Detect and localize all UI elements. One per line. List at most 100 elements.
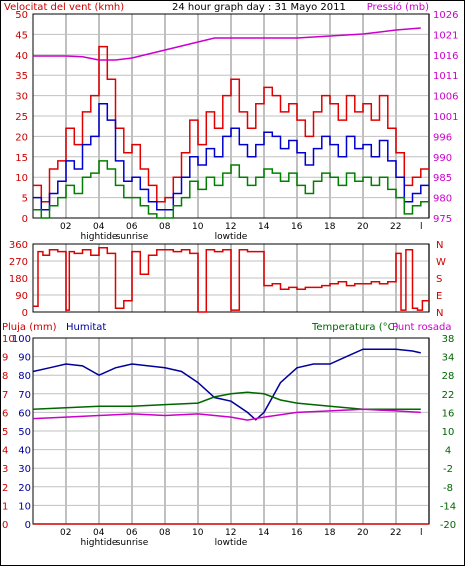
climate-hour-tick-04: 04 <box>93 528 105 538</box>
direction-plot-frame <box>32 243 430 313</box>
rain-y-tick-5: 5 <box>2 427 8 438</box>
pressure-line <box>33 27 421 61</box>
wind-y-tick-50: 50 <box>15 10 28 21</box>
pressure-y-tick-975: 975 <box>433 214 452 225</box>
climate-event-sunrise: sunrise <box>116 538 149 548</box>
pressure-y-tick-1016: 1016 <box>433 51 458 62</box>
climate-hour-tick-16: 16 <box>291 528 303 538</box>
temperature-y-tick-38: 38 <box>442 334 455 345</box>
wind-hour-tick-10: 10 <box>192 222 204 232</box>
direction-y-tick-360: 360 <box>9 240 28 251</box>
wind-y-tick-25: 25 <box>15 112 28 123</box>
pressure-y-tick-990: 990 <box>433 153 452 164</box>
rain-y-tick-3: 3 <box>2 464 8 475</box>
humidity-y-tick-20: 20 <box>18 483 31 494</box>
pressure-label: Pressió (mb) <box>367 1 429 13</box>
climate-event-lowtide: lowtide <box>215 538 248 548</box>
wind-hour-tick-06: 06 <box>126 222 138 232</box>
direction-y-tick-270: 270 <box>9 257 28 268</box>
wind-hour-tick-04: 04 <box>93 222 105 232</box>
humidity-y-tick-90: 90 <box>18 353 31 364</box>
wind-hour-tick-14: 14 <box>258 222 270 232</box>
humidity-y-tick-40: 40 <box>18 446 31 457</box>
climate-hour-tick-12: 12 <box>225 528 236 538</box>
pressure-y-tick-1026: 1026 <box>433 10 458 21</box>
humidity-label: Humitat <box>66 322 106 333</box>
wind-y-tick-20: 20 <box>15 132 28 143</box>
humidity-y-tick-50: 50 <box>18 427 31 438</box>
rain-y-tick-0: 0 <box>2 520 8 531</box>
rain-y-tick-7: 7 <box>2 390 8 401</box>
wind-hour-tick-22: 22 <box>390 222 401 232</box>
climate-hour-tick-06: 06 <box>126 528 138 538</box>
humidity-y-tick-80: 80 <box>18 371 31 382</box>
direction-y-tick-0: 0 <box>22 308 28 319</box>
temperature-line <box>32 391 421 411</box>
wind-y-tick-45: 45 <box>15 30 28 41</box>
humidity-y-tick-100: 100 <box>12 334 31 345</box>
humidity-y-tick-30: 30 <box>18 464 31 475</box>
climate-hour-tick-18: 18 <box>324 528 336 538</box>
temperature-y-tick-22: 22 <box>442 390 455 401</box>
compass-label-3: E <box>436 291 442 302</box>
wind-y-tick-5: 5 <box>22 194 28 205</box>
temperature-y-tick-34: 34 <box>442 353 455 364</box>
climate-hour-tick-14: 14 <box>258 528 270 538</box>
wind-y-tick-15: 15 <box>15 153 28 164</box>
temperature-y-tick-28: 28 <box>442 371 455 382</box>
wind-y-tick-10: 10 <box>15 173 28 184</box>
rain-y-tick-6: 6 <box>2 408 8 419</box>
wind-hour-tick-08: 08 <box>159 222 171 232</box>
direction-y-tick-90: 90 <box>15 291 28 302</box>
wind-event-lowtide: lowtide <box>215 232 248 242</box>
climate-hour-tick-l: l <box>420 528 423 538</box>
temperature-label: Temperatura (°C) <box>311 322 399 333</box>
rain-y-tick-4: 4 <box>2 446 8 457</box>
humidity-y-tick-10: 10 <box>18 501 31 512</box>
wind-hour-tick-l: l <box>420 222 423 232</box>
temperature-y-tick--2: -2 <box>443 464 453 475</box>
wind-panel: 5045403530252015105010261021101610111006… <box>15 10 458 242</box>
wind-hour-tick-18: 18 <box>324 222 336 232</box>
rain-y-tick-8: 8 <box>2 371 8 382</box>
wind-low-line <box>33 160 429 219</box>
temperature-y-tick--20: -20 <box>440 520 456 531</box>
wind-y-tick-30: 30 <box>15 92 28 103</box>
temperature-y-tick--14: -14 <box>440 501 456 512</box>
compass-label-1: W <box>436 257 446 268</box>
compass-label-0: N <box>436 240 443 251</box>
wind-hour-tick-12: 12 <box>225 222 236 232</box>
climate-hour-tick-02: 02 <box>60 528 71 538</box>
wind-y-tick-35: 35 <box>15 71 28 82</box>
wind-event-hightide: hightide <box>81 232 118 242</box>
rain-y-tick-10: 10 <box>2 334 15 345</box>
wind-event-sunrise: sunrise <box>116 232 149 242</box>
graph-title: 24 hour graph day : 31 Mayo 2011 <box>172 2 346 13</box>
rain-y-tick-2: 2 <box>2 483 8 494</box>
climate-hour-tick-08: 08 <box>159 528 171 538</box>
direction-y-tick-180: 180 <box>9 274 28 285</box>
climate-hour-tick-10: 10 <box>192 528 204 538</box>
wind-speed-label: Velocitat del vent (kmh) <box>4 2 124 13</box>
wind-hour-tick-02: 02 <box>60 222 71 232</box>
humidity-y-tick-70: 70 <box>18 390 31 401</box>
compass-label-2: S <box>436 274 442 285</box>
humidity-y-tick-60: 60 <box>18 408 31 419</box>
dewpoint-line <box>32 408 421 421</box>
climate-panel: 1098765432101009080706050403020100383428… <box>2 334 456 548</box>
rain-y-tick-9: 9 <box>2 353 8 364</box>
pressure-y-tick-1001: 1001 <box>433 112 458 123</box>
climate-hour-tick-22: 22 <box>390 528 401 538</box>
pressure-y-tick-980: 980 <box>433 194 452 205</box>
temperature-y-tick--8: -8 <box>443 483 453 494</box>
wind-plot-frame <box>32 13 430 219</box>
wind-y-tick-40: 40 <box>15 51 28 62</box>
humidity-y-tick-0: 0 <box>25 520 31 531</box>
pressure-y-tick-985: 985 <box>433 173 452 184</box>
climate-event-hightide: hightide <box>81 538 118 548</box>
dewpoint-label: Punt rosada <box>392 322 451 333</box>
temperature-y-tick-10: 10 <box>442 427 455 438</box>
